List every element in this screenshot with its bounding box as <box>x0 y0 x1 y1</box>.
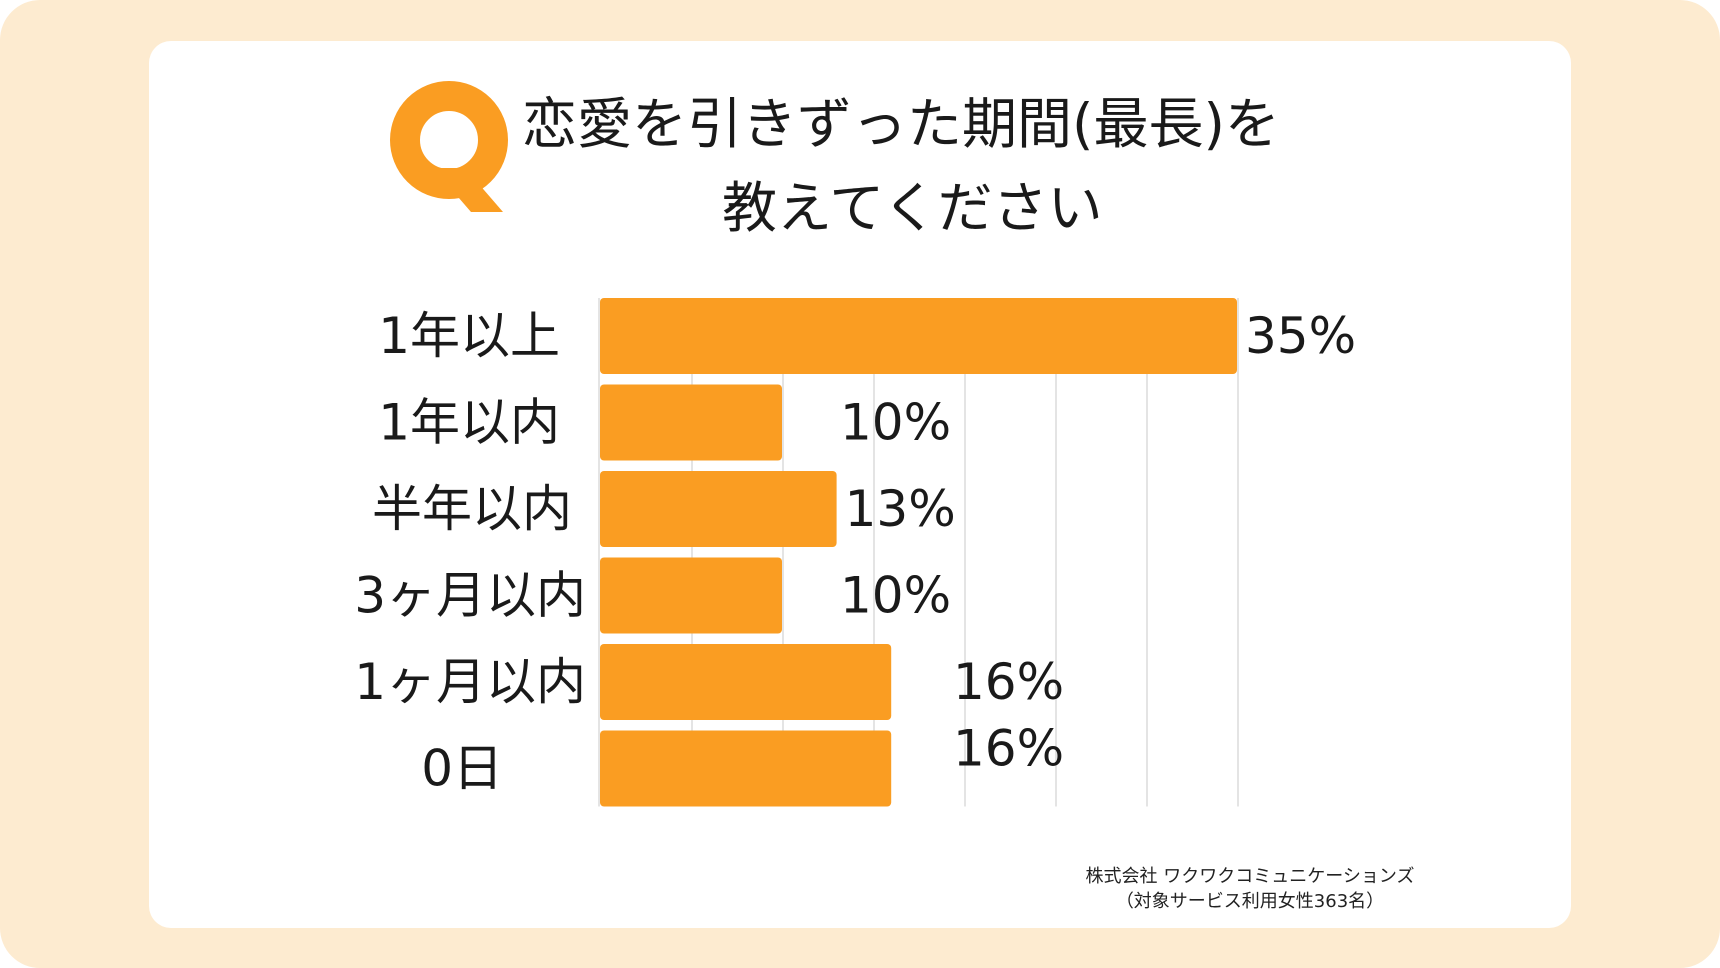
bar-5 <box>600 730 892 807</box>
chart-title-line-1: 恋愛を引きずった期間(最長)を <box>522 92 1280 156</box>
credit-note: （対象サービス利用女性363名） <box>1115 891 1385 912</box>
credit-company: 株式会社 ワクワクコミュニケーションズ <box>1085 866 1415 887</box>
value-label-2: 13% <box>845 480 956 538</box>
bar-4 <box>600 644 892 720</box>
value-label-1: 10% <box>840 394 951 452</box>
value-label-0: 35% <box>1245 307 1356 365</box>
category-label-4: 1ヶ月以内 <box>354 653 586 711</box>
bar-2 <box>600 471 837 547</box>
category-label-0: 1年以上 <box>378 307 560 365</box>
bar-0 <box>600 298 1237 374</box>
category-label-2: 半年以内 <box>372 480 572 538</box>
category-label-1: 1年以内 <box>378 394 560 452</box>
value-label-5: 16% <box>953 720 1064 778</box>
category-label-5: 0日 <box>421 740 503 798</box>
bar-3 <box>600 557 782 634</box>
category-label-3: 3ヶ月以内 <box>354 567 586 625</box>
value-label-3: 10% <box>840 567 951 625</box>
value-label-4: 16% <box>953 653 1064 711</box>
bar-1 <box>600 384 782 461</box>
chart-title-line-2: 教えてください <box>722 176 1103 240</box>
question-q-icon <box>390 81 508 212</box>
